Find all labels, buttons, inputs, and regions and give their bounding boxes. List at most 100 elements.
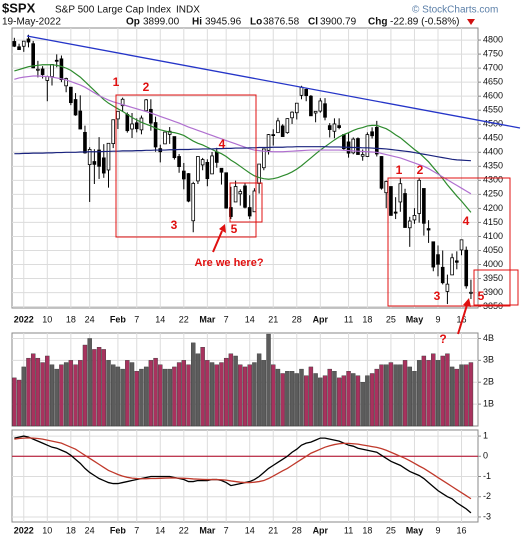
candle-body [17,46,21,51]
candle-body [436,254,440,265]
volume-bar [280,373,285,427]
x-tick-label: 14 [245,525,255,535]
candle-body [431,241,436,268]
y-tick-label: 4450 [483,133,503,143]
volume-bar [148,360,154,427]
symbol: $SPX [2,0,36,15]
candle-body [299,86,304,96]
annotation: 5 [478,289,485,303]
volume-bar [96,347,102,427]
y-tick-label: 4100 [483,231,503,241]
arrow-head [219,224,226,233]
candle-body [323,103,327,118]
candle-body [309,95,313,117]
volume-bar [158,364,163,427]
volume-bar [351,373,356,427]
x-tick-label: 25 [386,525,396,535]
volume-bar [332,371,337,427]
candle-body [262,148,266,169]
volume-bar [355,375,361,427]
volume-bar [416,360,422,427]
y-tick-label: 4800 [483,34,503,44]
y-tick-label: 4750 [483,48,503,58]
candle-body [106,142,111,171]
candle-body [294,102,299,114]
candle-body [285,118,290,134]
volume-bar [40,362,45,427]
x-tick-label: May [406,525,424,535]
volume-bar [308,366,314,427]
quote-label: Op [126,17,140,28]
y-tick-label: 4200 [483,203,503,213]
x-tick-label: 10 [42,314,52,324]
candle-body [116,110,120,120]
volume-bar [120,368,125,427]
quote-value: 3900.79 [320,17,357,28]
volume-bar [388,362,394,427]
candle-body [238,191,243,195]
date: 19-May-2022 [2,17,61,28]
volume-bar [374,368,379,427]
volume-bar [30,353,36,427]
volume-bar [365,375,370,427]
candle-body [365,134,370,157]
y-tick-label: 4B [483,333,494,343]
candle-body [78,110,83,130]
candle-body [374,126,379,155]
down-triangle [467,19,475,25]
volume-bar [186,364,191,427]
quote-value: 3945.96 [205,17,242,28]
candle-body [398,183,403,203]
y-tick-label: 4700 [483,62,503,72]
volume-bar [205,360,210,427]
candle-body [219,167,224,173]
candle-body [59,58,64,81]
volume-bar [421,355,427,427]
volume-bar [360,382,365,427]
volume-bar [303,375,309,427]
candle-body [276,120,280,134]
volume-bar [256,353,262,427]
x-tick-label: 25 [386,314,396,324]
volume-bar [464,364,469,427]
volume-bar [129,362,135,427]
candle-body [205,161,210,180]
annotation: Are we here? [194,257,263,269]
candle-body [412,215,417,221]
volume-bar [449,366,455,427]
exchange: INDX [176,5,200,16]
y-tick-label: 3950 [483,273,503,283]
candle-body [469,291,473,294]
candle-body [233,186,238,203]
volume-bar [346,371,351,427]
volume-bar [223,357,229,427]
y-tick-label: 1B [483,398,494,408]
candle-body [26,38,31,43]
volume-bar [271,364,276,427]
candle-body [464,249,469,287]
x-tick-label: 2022 [14,525,34,535]
quote-value: 3899.00 [143,17,180,28]
quote-value: -22.89 (-0.58%) [390,17,459,28]
subtitle: S&P 500 Large Cap Index [55,5,171,16]
y-tick-label: 4600 [483,91,503,101]
annotation: 1 [113,75,120,89]
quote-value: 3876.58 [263,17,300,28]
volume-bar [49,364,55,427]
annotation: 4 [463,214,470,228]
y-tick-label: 4400 [483,147,503,157]
indicator-line [14,435,472,514]
candle-body [445,283,450,292]
volume-bar [214,364,219,427]
volume-bar [125,360,130,427]
candle-body [393,211,398,214]
candle-body [134,122,139,130]
y-tick-label: 4350 [483,161,503,171]
annotation: 1 [396,163,403,177]
volume-bar [435,360,441,427]
y-tick-label: 4300 [483,175,503,185]
volume-bar [172,366,177,427]
candle-body [149,108,153,124]
highlight-box [387,177,511,307]
